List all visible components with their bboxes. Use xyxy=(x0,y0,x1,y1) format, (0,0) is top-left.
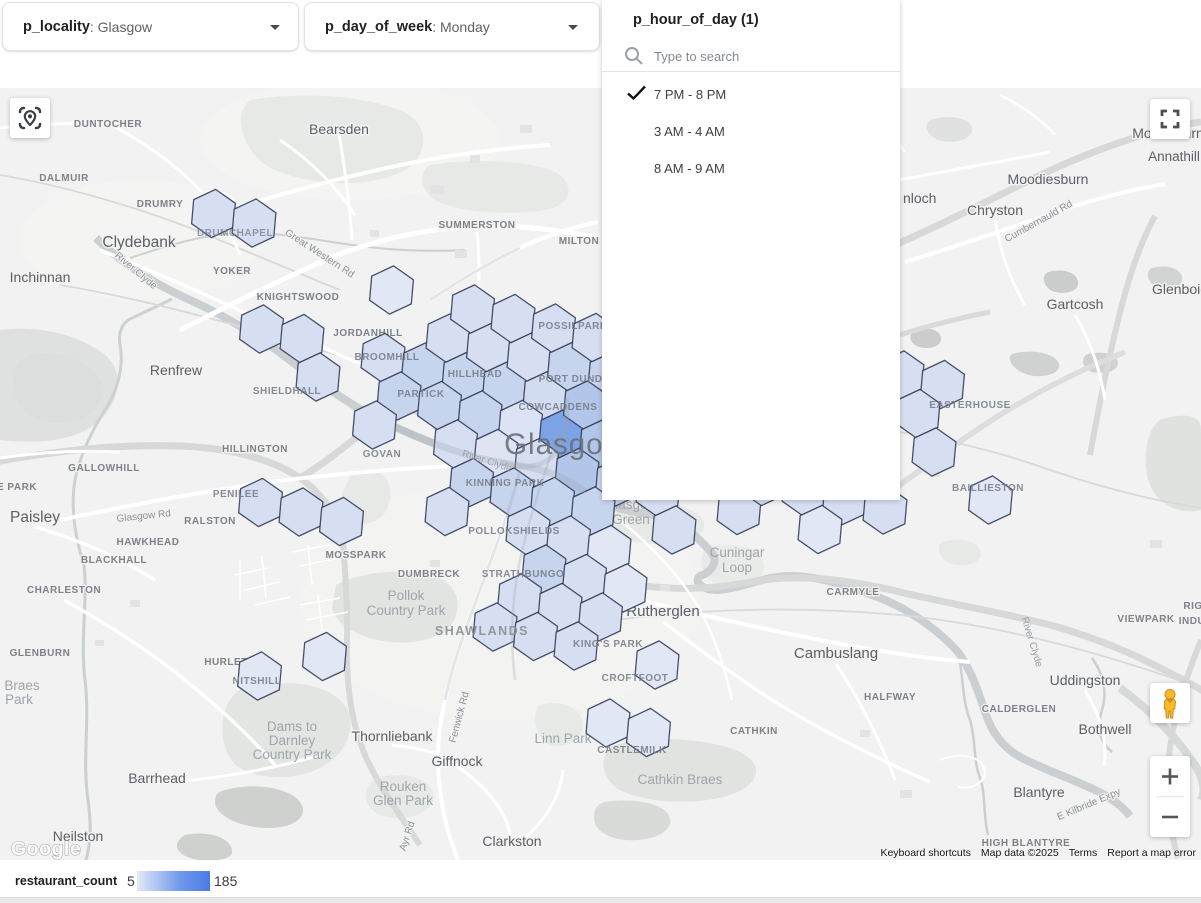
svg-text:DRUMRY: DRUMRY xyxy=(137,199,184,210)
svg-text:Annathill: Annathill xyxy=(1148,149,1200,164)
svg-text:Loop: Loop xyxy=(722,560,752,575)
svg-text:BLACKHALL: BLACKHALL xyxy=(81,555,147,566)
svg-text:Inchinnan: Inchinnan xyxy=(10,269,71,285)
svg-text:Country Park: Country Park xyxy=(253,747,332,762)
svg-text:Darnley: Darnley xyxy=(269,733,316,748)
svg-text:PENILEE: PENILEE xyxy=(213,489,259,500)
svg-text:Giffnock: Giffnock xyxy=(431,753,483,769)
svg-text:Gartcosh: Gartcosh xyxy=(1047,296,1104,312)
svg-text:Clarkston: Clarkston xyxy=(482,833,541,849)
svg-text:Barrhead: Barrhead xyxy=(128,770,186,786)
svg-text:SHAWLANDS: SHAWLANDS xyxy=(435,624,529,638)
svg-text:CROFTFOOT: CROFTFOOT xyxy=(602,673,669,684)
svg-text:Cathkin Braes: Cathkin Braes xyxy=(638,772,723,787)
svg-text:BAILLIESTON: BAILLIESTON xyxy=(952,483,1024,494)
svg-text:Rutherglen: Rutherglen xyxy=(626,603,699,620)
svg-text:CHARLESTON: CHARLESTON xyxy=(27,585,101,596)
svg-text:Bothwell: Bothwell xyxy=(1079,721,1132,737)
svg-text:DALMUIR: DALMUIR xyxy=(39,173,89,184)
svg-text:Dams to: Dams to xyxy=(267,719,317,734)
svg-text:EASTERHOUSE: EASTERHOUSE xyxy=(929,400,1011,411)
svg-text:Linn Park: Linn Park xyxy=(534,731,591,746)
svg-text:Rouken: Rouken xyxy=(380,779,427,794)
svg-text:Thornliebank: Thornliebank xyxy=(352,728,434,744)
svg-text:VIEWPARK: VIEWPARK xyxy=(1117,614,1174,625)
svg-text:Green: Green xyxy=(612,512,650,527)
svg-text:Braes: Braes xyxy=(4,678,40,693)
svg-text:CATHKIN: CATHKIN xyxy=(730,726,778,737)
svg-text:Blantyre: Blantyre xyxy=(1013,784,1065,800)
svg-text:DUNTOCHER: DUNTOCHER xyxy=(74,119,142,130)
svg-text:HIGH BLANTYRE: HIGH BLANTYRE xyxy=(982,838,1071,849)
svg-text:PORT DUNDAS: PORT DUNDAS xyxy=(539,374,618,385)
svg-text:Uddingston: Uddingston xyxy=(1050,672,1121,688)
svg-text:Bearsden: Bearsden xyxy=(309,121,369,137)
svg-text:POSSILPARK: POSSILPARK xyxy=(538,321,608,332)
svg-text:POLLOKSHIELDS: POLLOKSHIELDS xyxy=(468,526,560,537)
svg-text:RALSTON: RALSTON xyxy=(184,516,236,527)
svg-text:E PARK: E PARK xyxy=(0,482,37,493)
svg-text:HURLET: HURLET xyxy=(204,657,248,668)
svg-text:GALLOWHILL: GALLOWHILL xyxy=(68,463,140,474)
svg-text:GLENBURN: GLENBURN xyxy=(10,648,71,659)
svg-text:nloch: nloch xyxy=(903,190,936,206)
svg-text:DUMBRECK: DUMBRECK xyxy=(398,569,461,580)
svg-text:COWCADDENS: COWCADDENS xyxy=(519,402,598,413)
svg-text:Neilston: Neilston xyxy=(53,828,104,844)
svg-text:HALFWAY: HALFWAY xyxy=(864,692,916,703)
svg-text:NITSHILL: NITSHILL xyxy=(233,676,282,687)
svg-text:Country Park: Country Park xyxy=(367,603,446,618)
svg-text:Glenboig: Glenboig xyxy=(1152,281,1201,297)
svg-text:CASTLEMILK: CASTLEMILK xyxy=(597,745,667,756)
svg-text:Park: Park xyxy=(5,692,33,707)
svg-text:Cuningar: Cuningar xyxy=(710,545,765,560)
svg-text:HAWKHEAD: HAWKHEAD xyxy=(117,537,180,548)
svg-text:GOVAN: GOVAN xyxy=(363,449,401,460)
svg-text:CARMYLE: CARMYLE xyxy=(827,587,880,598)
svg-text:INDU: INDU xyxy=(1179,616,1201,627)
svg-text:BROOMHILL: BROOMHILL xyxy=(354,352,419,363)
svg-text:Pollok: Pollok xyxy=(388,588,425,603)
svg-text:Chryston: Chryston xyxy=(967,202,1023,218)
svg-text:Cambuslang: Cambuslang xyxy=(794,645,878,662)
svg-text:Google: Google xyxy=(11,838,81,860)
svg-text:HILLINGTON: HILLINGTON xyxy=(222,444,288,455)
svg-text:YOKER: YOKER xyxy=(213,266,251,277)
svg-text:SUMMERSTON: SUMMERSTON xyxy=(438,220,515,231)
svg-text:Paisley: Paisley xyxy=(10,509,60,526)
svg-text:Clydebank: Clydebank xyxy=(102,234,175,251)
svg-text:PARTICK: PARTICK xyxy=(397,389,444,400)
svg-text:RIG: RIG xyxy=(1183,601,1201,612)
svg-text:DRUMCHAPEL: DRUMCHAPEL xyxy=(197,228,273,239)
svg-text:KNIGHTSWOOD: KNIGHTSWOOD xyxy=(257,292,340,303)
svg-text:Glen Park: Glen Park xyxy=(373,793,433,808)
svg-text:Moodiesburn: Moodiesburn xyxy=(1008,171,1089,187)
svg-text:MILTON: MILTON xyxy=(559,236,599,247)
svg-text:Renfrew: Renfrew xyxy=(150,362,203,378)
svg-text:SHIELDHALL: SHIELDHALL xyxy=(253,386,321,397)
svg-text:JORDANHILL: JORDANHILL xyxy=(333,328,402,339)
svg-text:STRATHBUNGO: STRATHBUNGO xyxy=(482,569,565,580)
svg-text:MOSSPARK: MOSSPARK xyxy=(325,550,386,561)
svg-text:CALDERGLEN: CALDERGLEN xyxy=(982,704,1056,715)
svg-text:HILLHEAD: HILLHEAD xyxy=(448,369,503,380)
svg-text:KINNING PARK: KINNING PARK xyxy=(466,478,545,489)
svg-text:KING'S PARK: KING'S PARK xyxy=(573,639,643,650)
